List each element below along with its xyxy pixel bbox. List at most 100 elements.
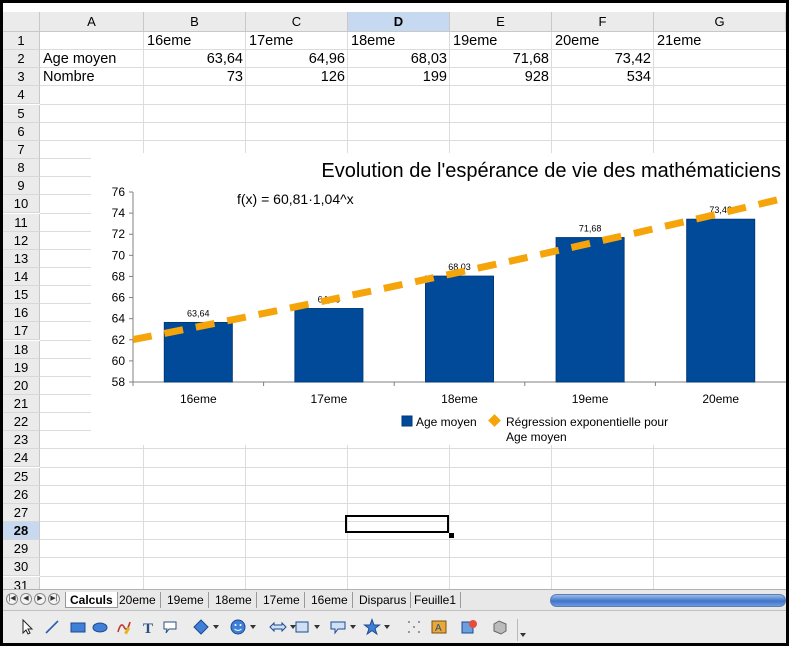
active-cell-cursor[interactable] bbox=[345, 515, 449, 533]
chevron-down-icon[interactable] bbox=[384, 625, 390, 629]
fontwork-icon[interactable]: A bbox=[430, 618, 448, 636]
sheet-tab-feuille1[interactable]: Feuille1 bbox=[410, 592, 462, 608]
block-arrows-icon[interactable] bbox=[269, 618, 287, 636]
chevron-down-icon[interactable] bbox=[250, 625, 256, 629]
cell-b1[interactable]: 16eme bbox=[147, 33, 192, 49]
row-header[interactable]: 13 bbox=[3, 249, 40, 268]
row-header[interactable]: 9 bbox=[3, 177, 40, 196]
toolbar-overflow-chevron[interactable] bbox=[517, 619, 526, 641]
cell-f2[interactable]: 73,42 bbox=[614, 51, 651, 68]
row-header[interactable]: 26 bbox=[3, 485, 40, 504]
chart-object[interactable]: Evolution de l'espérance de vie des math… bbox=[91, 153, 786, 445]
cell-f3[interactable]: 534 bbox=[626, 69, 651, 86]
fill-handle[interactable] bbox=[449, 533, 454, 538]
extrusion-icon[interactable] bbox=[491, 618, 509, 636]
stars-icon[interactable] bbox=[363, 618, 381, 636]
chevron-down-icon[interactable] bbox=[213, 625, 219, 629]
column-header[interactable]: B bbox=[144, 12, 246, 32]
bar-17eme bbox=[294, 308, 364, 383]
text-icon[interactable]: T bbox=[139, 618, 157, 637]
column-header[interactable]: F bbox=[552, 12, 654, 32]
sheet-tab-17eme[interactable]: 17eme bbox=[259, 592, 305, 608]
row-header[interactable]: 8 bbox=[3, 159, 40, 178]
column-header[interactable]: A bbox=[40, 12, 144, 32]
column-header[interactable]: G bbox=[654, 12, 786, 32]
cell-g1[interactable]: 21eme bbox=[657, 33, 702, 49]
cell-d3[interactable]: 199 bbox=[422, 69, 447, 86]
symbol-shapes-icon[interactable] bbox=[229, 618, 247, 636]
horizontal-scrollbar[interactable] bbox=[550, 594, 786, 607]
sheet-tab-19eme[interactable]: 19eme bbox=[163, 592, 209, 608]
sheet-tab-18eme[interactable]: 18eme bbox=[211, 592, 257, 608]
row-header[interactable]: 27 bbox=[3, 503, 40, 522]
row-header[interactable]: 25 bbox=[3, 467, 40, 486]
freeform-icon[interactable] bbox=[115, 618, 133, 636]
row-header[interactable]: 4 bbox=[3, 86, 40, 105]
cell-c2[interactable]: 64,96 bbox=[308, 51, 345, 68]
row-header[interactable]: 18 bbox=[3, 340, 40, 359]
select-icon[interactable] bbox=[19, 618, 37, 636]
cell-e2[interactable]: 71,68 bbox=[512, 51, 549, 68]
row-header[interactable]: 24 bbox=[3, 449, 40, 468]
row-header[interactable]: 17 bbox=[3, 322, 40, 341]
row-header[interactable]: 21 bbox=[3, 395, 40, 413]
line-icon[interactable] bbox=[43, 618, 61, 636]
flowchart-icon[interactable] bbox=[293, 618, 311, 636]
sheet-tab-20eme[interactable]: 20eme bbox=[115, 592, 161, 608]
first-sheet-button[interactable]: |◀ bbox=[6, 593, 18, 605]
rectangle-icon[interactable] bbox=[69, 618, 87, 636]
chevron-down-icon[interactable] bbox=[314, 625, 320, 629]
row-header[interactable]: 5 bbox=[3, 104, 40, 123]
last-sheet-button[interactable]: ▶| bbox=[48, 593, 60, 605]
row-header[interactable]: 28 bbox=[3, 522, 40, 541]
cell-a2[interactable]: Age moyen bbox=[43, 51, 117, 68]
column-header[interactable]: C bbox=[246, 12, 348, 32]
column-header[interactable]: D bbox=[348, 12, 450, 32]
row-header[interactable]: 23 bbox=[3, 431, 40, 450]
spreadsheet-grid[interactable]: A B C D E F G 1 2 3 4 5 6 7 8 9 10 11 12 13 14 15 16 17 18 19 20 21… bbox=[3, 3, 786, 589]
cell-d2[interactable]: 68,03 bbox=[410, 51, 447, 68]
row-header[interactable]: 20 bbox=[3, 376, 40, 395]
row-header[interactable]: 11 bbox=[3, 213, 40, 232]
select-all-corner[interactable] bbox=[3, 12, 40, 32]
row-header[interactable]: 2 bbox=[3, 50, 40, 69]
chevron-down-icon[interactable] bbox=[290, 625, 296, 629]
sheet-tab-16eme[interactable]: 16eme bbox=[307, 592, 353, 608]
cell-a3[interactable]: Nombre bbox=[43, 69, 95, 86]
row-header[interactable]: 31 bbox=[3, 576, 40, 589]
row-header[interactable]: 15 bbox=[3, 286, 40, 305]
previous-sheet-button[interactable]: ◀ bbox=[20, 593, 32, 605]
chevron-down-icon[interactable] bbox=[350, 625, 356, 629]
sheet-tab-calculs[interactable]: Calculs bbox=[65, 592, 118, 608]
row-header[interactable]: 7 bbox=[3, 140, 40, 159]
row-header[interactable]: 14 bbox=[3, 267, 40, 286]
cell-f1[interactable]: 20eme bbox=[555, 33, 600, 49]
row-header[interactable]: 29 bbox=[3, 540, 40, 559]
row-header[interactable]: 3 bbox=[3, 68, 40, 87]
cell-b2[interactable]: 63,64 bbox=[206, 51, 243, 68]
callout-icon[interactable] bbox=[161, 618, 179, 636]
cell-e1[interactable]: 19eme bbox=[453, 33, 498, 49]
row-header[interactable]: 1 bbox=[3, 32, 40, 50]
next-sheet-button[interactable]: ▶ bbox=[34, 593, 46, 605]
basic-shapes-icon[interactable] bbox=[192, 618, 210, 636]
cell-c1[interactable]: 17eme bbox=[249, 33, 294, 49]
row-header[interactable]: 19 bbox=[3, 358, 40, 377]
row-header[interactable]: 6 bbox=[3, 122, 40, 141]
row-header[interactable]: 12 bbox=[3, 231, 40, 250]
cell-b3[interactable]: 73 bbox=[226, 69, 243, 86]
points-icon[interactable] bbox=[405, 618, 423, 636]
cell-e3[interactable]: 928 bbox=[524, 69, 549, 86]
cell-d1[interactable]: 18eme bbox=[351, 33, 396, 49]
cell-c3[interactable]: 126 bbox=[320, 69, 345, 86]
ellipse-icon[interactable] bbox=[91, 618, 109, 636]
sheet-tab-disparus[interactable]: Disparus bbox=[355, 592, 412, 608]
from-file-icon[interactable] bbox=[460, 618, 478, 636]
row-header[interactable]: 30 bbox=[3, 558, 40, 577]
row-header[interactable]: 10 bbox=[3, 195, 40, 214]
column-header[interactable]: E bbox=[450, 12, 552, 32]
row-header[interactable]: 16 bbox=[3, 304, 40, 323]
legend-label-trendline: Régression exponentielle pour bbox=[506, 415, 668, 429]
row-header[interactable]: 22 bbox=[3, 413, 40, 432]
callouts-icon[interactable] bbox=[329, 618, 347, 636]
